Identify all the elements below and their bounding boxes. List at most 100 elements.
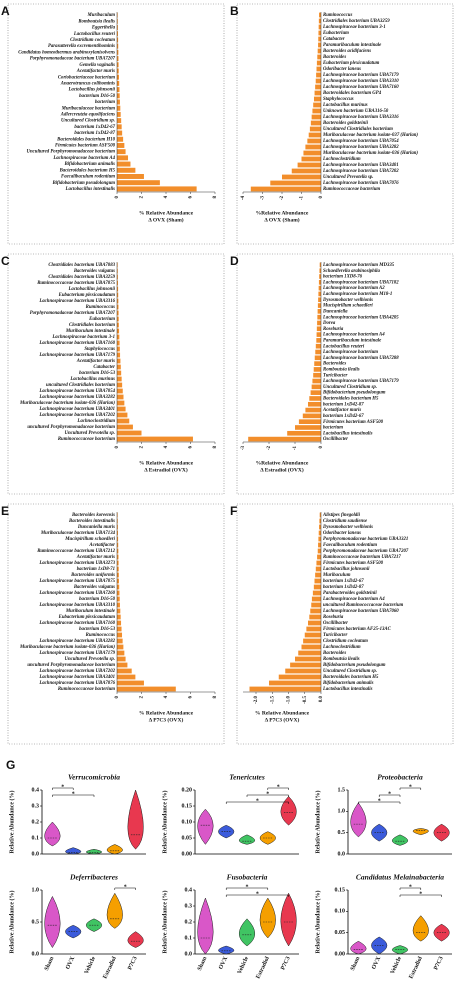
bar bbox=[117, 686, 176, 692]
bar bbox=[117, 596, 120, 602]
species-label: Lachnospiraceae bacterium UBA7160 bbox=[322, 85, 399, 90]
bar bbox=[117, 590, 120, 596]
species-label: Ruminococcaceae bacterium UBA7212 bbox=[37, 549, 115, 554]
species-label: Uncultured Porphyromonadaceae bacterium bbox=[27, 150, 116, 155]
species-label: Lachnospiraceae bacterium UBA3282 bbox=[38, 395, 115, 400]
bar bbox=[117, 340, 120, 346]
bar bbox=[318, 30, 321, 36]
species-label: Romboutsia ilealis bbox=[323, 657, 360, 662]
x-axis-title: Δ P7C3 (OVX) bbox=[149, 716, 184, 723]
species-label: bacterium 1xD42-87 bbox=[74, 131, 115, 136]
species-label: Lachnoclostridium bbox=[322, 645, 361, 650]
bar bbox=[285, 668, 321, 674]
bar bbox=[117, 62, 119, 68]
x-tick-label: -3 bbox=[261, 196, 266, 201]
species-label: Ruminococcus bbox=[86, 305, 115, 310]
species-label: Bacteroides koreensis bbox=[71, 513, 115, 518]
panel-label: E bbox=[1, 504, 9, 518]
x-axis-title: % Relative Abundance bbox=[139, 460, 194, 466]
species-label: Lachnoclostridium bbox=[76, 419, 115, 424]
species-label: Lachnospiraceae bacterium UBA3282 bbox=[322, 145, 399, 150]
panel-label: A bbox=[1, 4, 10, 18]
species-label: Bacteroides goldsteinii bbox=[322, 121, 369, 126]
x-tick-label: 6 bbox=[189, 196, 194, 199]
bar bbox=[117, 280, 118, 286]
x-axis-title: Δ P7C3 (OVX) bbox=[265, 716, 300, 723]
bar bbox=[117, 174, 144, 179]
violin bbox=[218, 824, 235, 839]
group-label: Sham bbox=[197, 956, 209, 972]
bar bbox=[117, 49, 119, 55]
species-label: Lachnospiraceae bacterium UBA7179 bbox=[38, 353, 115, 358]
species-label: Lactobacillus intestinalis bbox=[322, 687, 373, 692]
bar bbox=[117, 566, 119, 572]
significance-label: * bbox=[61, 784, 64, 790]
violin bbox=[238, 834, 256, 845]
bar bbox=[313, 102, 321, 108]
group-label: Estradiol bbox=[255, 956, 271, 980]
species-label: bacterium 1xD42-87 bbox=[323, 402, 364, 407]
species-label: Catabacter bbox=[93, 365, 115, 370]
bar bbox=[117, 31, 118, 37]
x-axis-title: Δ OVX (Sham) bbox=[148, 216, 183, 223]
species-label: Firmicutes bacterium ASF500 bbox=[323, 561, 384, 566]
bar bbox=[117, 548, 119, 554]
bar bbox=[314, 361, 321, 366]
species-label: Lachnospiraceae bacterium UBA3401 bbox=[38, 407, 115, 412]
bar bbox=[117, 394, 124, 400]
species-label: Muribaculum bbox=[322, 573, 351, 578]
x-tick-label: 4 bbox=[164, 196, 169, 199]
y-axis-title: Relative Abundance (%) bbox=[8, 890, 15, 953]
violin bbox=[127, 931, 144, 948]
bar bbox=[319, 268, 321, 274]
plot-title: Verrucomicrobia bbox=[68, 773, 120, 782]
bar bbox=[317, 303, 321, 308]
panel-label: G bbox=[6, 758, 15, 772]
species-label: Lachnospiraceae bacterium UBA7179 bbox=[322, 379, 399, 384]
violin bbox=[412, 828, 429, 836]
species-label: Clostridium cocleatum bbox=[70, 38, 115, 43]
bar bbox=[117, 56, 119, 62]
bar bbox=[317, 554, 321, 560]
bar bbox=[117, 18, 118, 24]
species-label: Porphyromonadaceae bacterium UBA7207 bbox=[323, 549, 409, 554]
bar bbox=[117, 43, 119, 49]
bar bbox=[315, 78, 321, 84]
bar bbox=[117, 620, 122, 626]
panel-frame bbox=[236, 3, 454, 245]
bar bbox=[117, 382, 123, 388]
bar bbox=[117, 167, 136, 173]
species-label: bacterium 1xD42-87 bbox=[323, 585, 364, 590]
y-tick-label: 0.4 bbox=[185, 887, 193, 893]
violin bbox=[371, 823, 388, 842]
species-label: Muribaculum bbox=[87, 13, 116, 18]
bar bbox=[312, 590, 321, 596]
species-label: Muribaculaceae bacterium isolate-037 (Ha… bbox=[322, 133, 418, 138]
significance-label: * bbox=[124, 884, 127, 890]
bar bbox=[117, 74, 119, 80]
species-label: Lachnospiraceae bacterium UBA3316 bbox=[322, 115, 399, 120]
y-tick-label: 0.5 bbox=[32, 919, 40, 925]
bar bbox=[117, 93, 120, 99]
x-tick-label: -3 bbox=[241, 446, 246, 451]
bar bbox=[319, 12, 321, 18]
species-label: Parasutterella excrementihominis bbox=[48, 44, 115, 49]
y-axis-title: Relative Abundance (%) bbox=[8, 790, 15, 853]
species-label: bacterium 1xD42-67 bbox=[74, 125, 115, 130]
bar bbox=[310, 608, 321, 614]
species-label: Adlercreutzia equolifaciens bbox=[60, 113, 115, 118]
violin bbox=[391, 834, 409, 846]
y-tick-label: 1.0 bbox=[338, 809, 346, 815]
bar bbox=[117, 142, 125, 148]
species-label: uncultured Clostridiales bacterium bbox=[46, 383, 115, 388]
x-axis-title: %Relative Abundance bbox=[256, 460, 309, 466]
species-label: bacterium D16-50 bbox=[79, 597, 115, 602]
bar bbox=[290, 662, 321, 668]
species-label: Dysosmobacter welbionis bbox=[322, 525, 373, 530]
species-label: Uncultured Prevotella sp. bbox=[65, 657, 116, 662]
species-label: Turicibacter bbox=[323, 633, 347, 638]
y-tick-label: 0.0 bbox=[185, 951, 193, 957]
violin bbox=[280, 796, 297, 826]
x-tick-label: 0.0 bbox=[319, 696, 324, 703]
species-label: Paramuribaculum intestinale bbox=[323, 338, 382, 343]
